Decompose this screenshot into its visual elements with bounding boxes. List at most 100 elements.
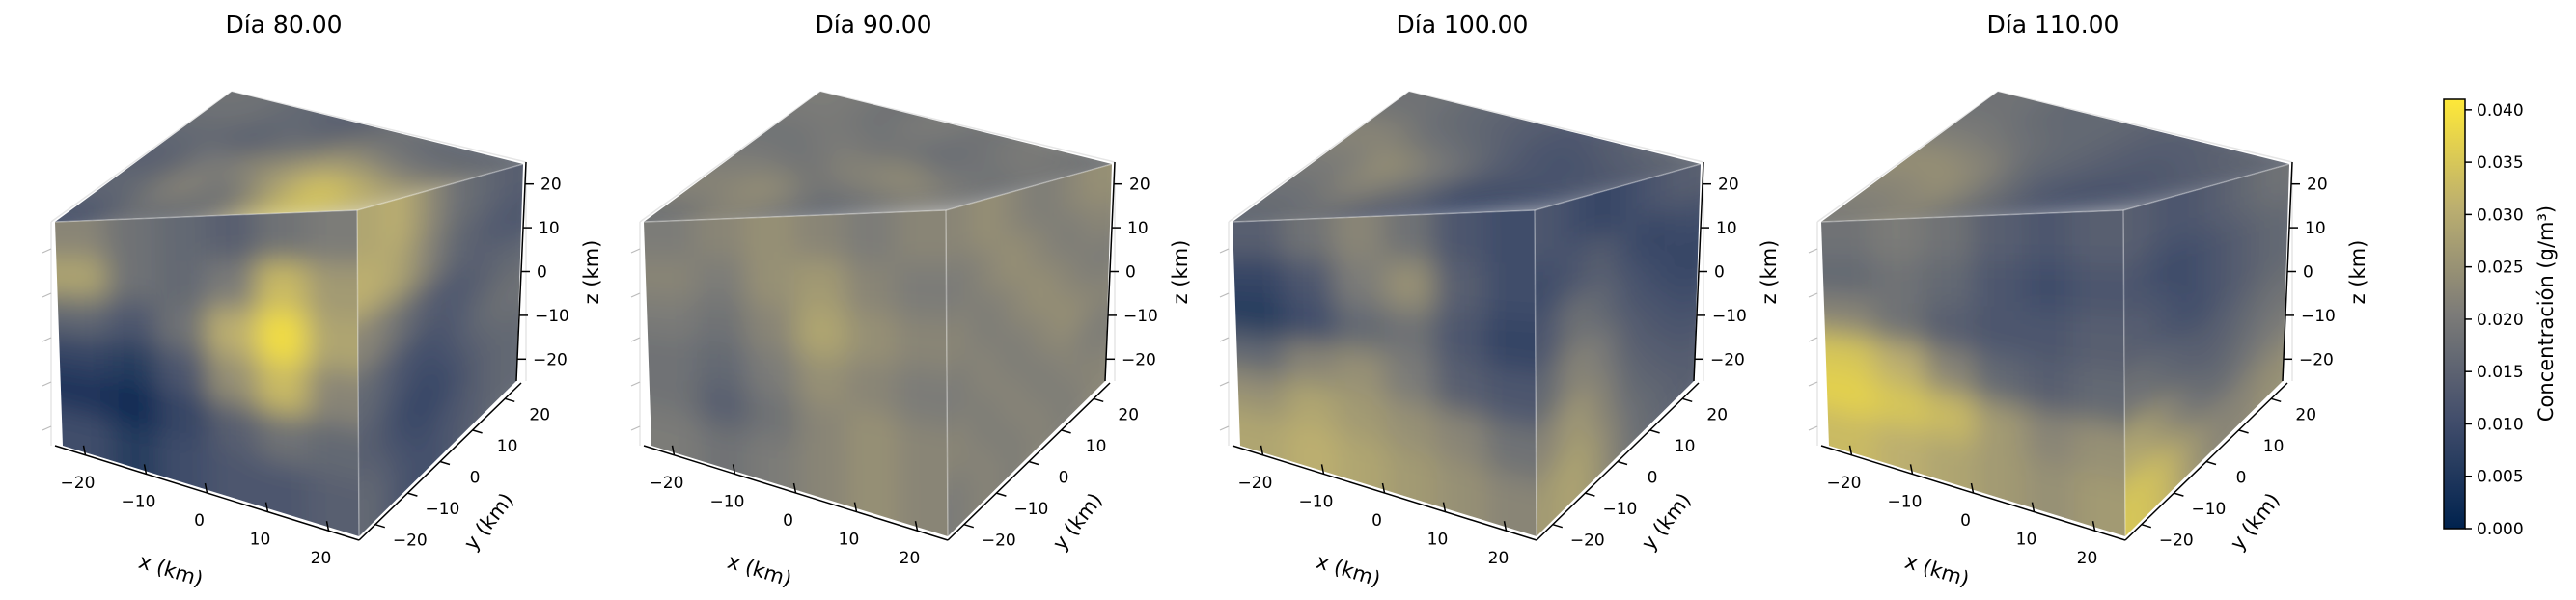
z-tick-label: −10 [535,307,569,326]
heatmap-cell [255,210,309,265]
heatmap-cell [1233,428,1243,485]
x-axis-label: x (km) [136,550,206,591]
cube-edge [356,209,360,537]
x-tick [325,521,330,532]
colorbar-tick-label: 0.025 [2477,259,2524,278]
cube-edge [356,163,524,211]
heatmap-cell [1821,210,1823,226]
heatmap-cell [2073,366,2125,429]
z-tick-label: 0 [1125,263,1136,283]
heatmap-cell [2285,153,2289,177]
z-tick-label: 0 [1714,263,1725,283]
heatmap-cell [644,360,651,410]
y-tick [963,523,975,529]
y-tick-label: 10 [497,437,518,456]
heatmap-cell [1108,153,1112,177]
x-tick [671,445,676,455]
back-pane-edge [1816,91,1999,223]
heatmap-cell [896,366,948,429]
back-pane-edge [639,91,821,223]
heatmap-cell [897,519,948,536]
x-tick [1503,521,1508,532]
x-tick-label: 20 [311,549,332,568]
y-tick [2270,397,2282,403]
pane-tick [1219,292,1230,298]
heatmap-cell [180,92,269,94]
panel-title: Día 90.00 [815,11,931,39]
heatmap-cell [55,326,62,372]
heatmap-cell [1697,153,1701,177]
colorbar-tick-label: 0.030 [2477,205,2524,225]
x-axis-label: x (km) [1902,550,1972,591]
heatmap-cell [895,262,948,320]
y-tick-label: 0 [2236,469,2247,488]
y-tick-label: −20 [2159,532,2194,551]
heatmap-cell [1333,259,1387,310]
heatmap-cell [1433,310,1487,368]
x-axis-label: x (km) [725,550,794,591]
pane-tick [630,381,641,387]
back-pane-edge [50,91,233,223]
heatmap-cell [55,428,66,485]
y-tick-label: −20 [393,532,428,551]
x-tick [792,482,797,494]
pane-tick [1808,381,1818,387]
cube-edge [945,163,1113,211]
back-pane-edge [231,91,527,163]
x-tick-label: 20 [1488,549,1510,568]
heatmap-cell [1697,187,1701,238]
heatmap-cell [305,210,359,266]
y-tick-label: 10 [1675,437,1696,456]
z-tick-label: 10 [1716,219,1737,238]
z-tick-label: −10 [1123,307,1158,326]
y-tick [1061,429,1071,434]
y-tick [996,492,1007,497]
panel-title: Día 100.00 [1397,11,1529,39]
heatmap-cell [2286,164,2289,202]
heatmap-cell [1922,259,1976,310]
z-tick-label: 20 [540,176,562,195]
y-tick [374,523,386,529]
y-tick [1028,460,1039,466]
heatmap-cell [105,259,159,306]
heatmap-cell [308,519,359,536]
pane-tick [1219,248,1230,254]
heatmap-cell [308,468,359,536]
heatmap-cell [2284,254,2289,312]
z-axis-label: z (km) [1758,240,1781,305]
heatmap-cell [946,426,948,496]
pane-tick [1808,292,1818,298]
pane-tick [42,292,52,298]
heatmap-cell [1233,395,1242,448]
z-tick-label: −10 [2301,307,2336,326]
y-tick-label: −10 [2191,500,2226,519]
panels: Día 80.00 −20 −10 0 10 20 x (km) −20 −10 0 10 20 y (… [42,11,2369,591]
back-pane-edge [1228,91,1410,223]
heatmap-cell [794,260,848,313]
heatmap-cell [1971,212,2025,264]
heatmap-cell [2072,262,2125,320]
heatmap-cell [1699,164,1701,166]
cube-edge [1534,209,1537,537]
heatmap-cell [2123,533,2127,536]
z-tick-label: 20 [1129,176,1150,195]
heatmap-cell [1433,261,1486,316]
colorbar-tick-label: 0.010 [2477,415,2524,434]
panel-title: Día 110.00 [1987,11,2119,39]
heatmap-cell [206,260,260,313]
y-tick-label: 20 [2295,405,2316,424]
pane-tick [630,337,641,342]
x-tick-label: −20 [61,474,96,493]
y-tick-label: 10 [1086,437,1107,456]
y-tick-label: 0 [470,469,481,488]
heatmap-cell [306,314,359,375]
colorbar-tick-label: 0.015 [2477,363,2524,382]
heatmap-cell [1535,533,1538,536]
y-tick [1617,460,1628,466]
heatmap-cell [55,210,57,226]
heatmap-cell [769,92,858,94]
heatmap-cell [644,258,698,302]
x-tick-label: −10 [1888,492,1923,511]
y-tick [472,429,483,434]
front-face [1233,210,1537,536]
